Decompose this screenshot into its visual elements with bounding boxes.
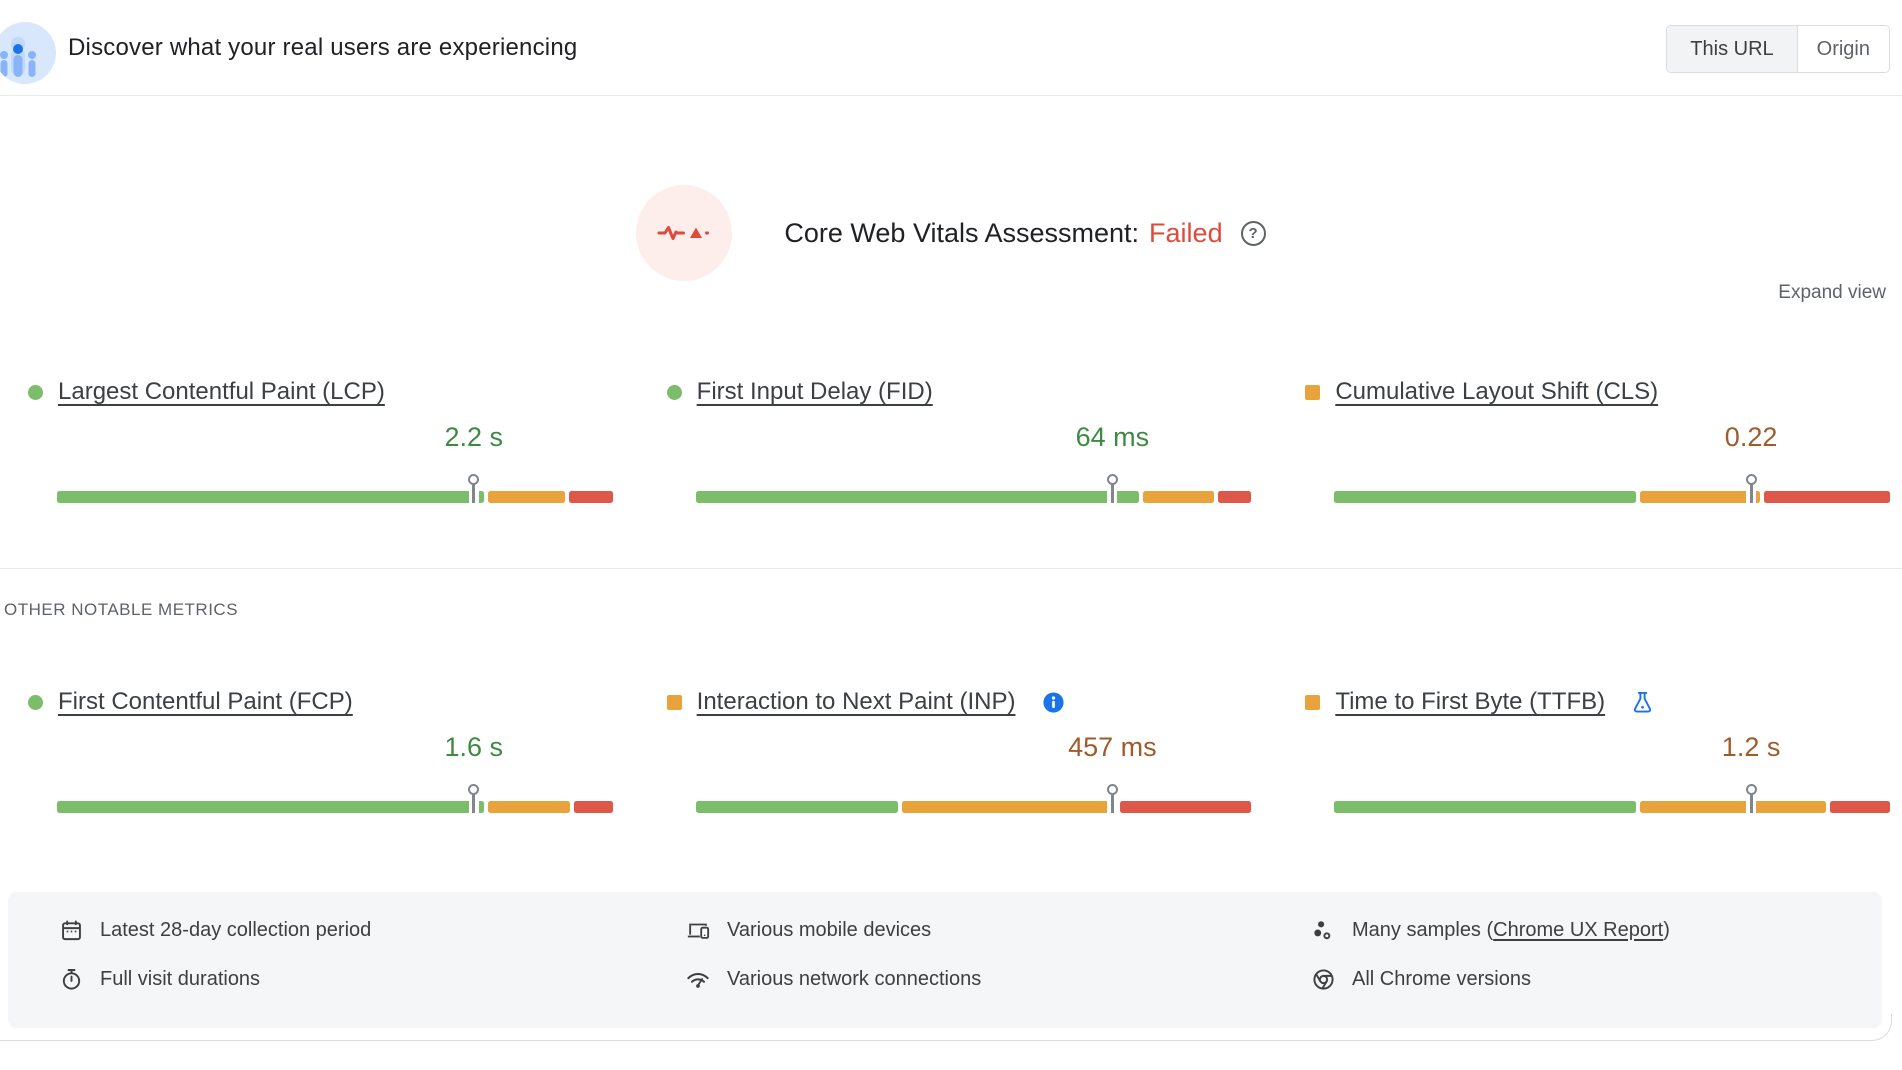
url-origin-toggle: This URL Origin — [1666, 25, 1890, 73]
stopwatch-icon — [62, 969, 81, 990]
bar-segment-g — [695, 491, 1140, 503]
inp-rating-bullet — [666, 694, 682, 710]
bar-segment-p — [1764, 491, 1890, 503]
metric-fcp: First Contentful Paint (FCP) 1.6 s — [28, 688, 613, 838]
metric-ttfb: Time to First Byte (TTFB) 1.2 s — [1305, 688, 1890, 838]
other-metrics-heading: OTHER NOTABLE METRICS — [4, 600, 239, 619]
data-source-footnotes: Latest 28-day collection period Various … — [8, 892, 1882, 1028]
samples-icon — [1314, 921, 1331, 940]
ttfb-rating-bullet — [1305, 694, 1321, 710]
note-text: Full visit durations — [100, 968, 261, 990]
expand-view-link[interactable]: Expand view — [1778, 282, 1886, 303]
chrome-ux-report-link[interactable]: Chrome UX Report — [1493, 919, 1664, 941]
bar-segment-g — [1334, 491, 1636, 503]
fid-distribution-bar — [695, 474, 1252, 503]
core-metrics-grid: Largest Contentful Paint (LCP) 2.2 s Fir… — [28, 378, 1890, 528]
note-samples: Many samples (Chrome UX Report) — [1312, 919, 1882, 942]
metric-cls: Cumulative Layout Shift (CLS) 0.22 — [1305, 378, 1890, 528]
metric-fid: First Input Delay (FID) 64 ms — [666, 378, 1252, 528]
cls-link[interactable]: Cumulative Layout Shift (CLS) — [1335, 378, 1659, 405]
bar-segment-n — [1639, 491, 1761, 503]
flask-icon[interactable] — [1632, 691, 1653, 714]
bar-segment-p — [1829, 801, 1890, 813]
note-devices: Various mobile devices — [686, 919, 1256, 942]
bar-segment-n — [488, 801, 571, 813]
bar-segment-p — [1218, 491, 1252, 503]
inp-value: 457 ms — [1068, 732, 1157, 762]
assessment-status: Failed — [1149, 217, 1223, 248]
fcp-link[interactable]: First Contentful Paint (FCP) — [58, 688, 353, 715]
bar-segment-g — [57, 801, 485, 813]
fcp-value: 1.6 s — [444, 732, 504, 762]
inp-link[interactable]: Interaction to Next Paint (INP) — [696, 688, 1016, 715]
bar-segment-p — [568, 491, 613, 503]
lcp-link[interactable]: Largest Contentful Paint (LCP) — [58, 378, 385, 405]
toggle-this-url[interactable]: This URL — [1667, 26, 1798, 72]
lcp-value: 2.2 s — [444, 422, 504, 452]
bar-segment-n — [902, 801, 1116, 813]
card-bottom-edge — [0, 1014, 1892, 1041]
header-divider — [0, 95, 1902, 96]
section-divider — [0, 568, 1902, 569]
note-text: Latest 28-day collection period — [100, 919, 372, 941]
bar-segment-n — [1639, 801, 1826, 813]
panel-header: Discover what your real users are experi… — [0, 0, 1902, 96]
note-text: Various network connections — [727, 968, 982, 990]
ttfb-distribution-bar — [1334, 784, 1890, 813]
page-title: Discover what your real users are experi… — [68, 34, 578, 61]
bar-segment-g — [57, 491, 485, 503]
note-text: Various mobile devices — [727, 919, 932, 941]
inp-distribution-bar — [695, 784, 1252, 813]
note-text: All Chrome versions — [1352, 968, 1531, 990]
info-icon[interactable] — [1042, 691, 1065, 714]
cls-distribution-bar — [1334, 474, 1890, 503]
field-data-icon — [0, 22, 56, 84]
fid-rating-bullet — [666, 384, 682, 400]
toggle-origin[interactable]: Origin — [1797, 26, 1889, 72]
fcp-distribution-bar — [57, 784, 613, 813]
cwv-assessment: Core Web Vitals Assessment: Failed ? — [0, 184, 1902, 282]
metric-lcp: Largest Contentful Paint (LCP) 2.2 s — [28, 378, 613, 528]
samples-prefix: Many samples ( — [1352, 919, 1494, 941]
note-text: Many samples (Chrome UX Report) — [1352, 919, 1670, 942]
calendar-icon — [62, 920, 81, 941]
note-collection-period: Latest 28-day collection period — [60, 919, 630, 942]
bar-segment-p — [1119, 801, 1252, 813]
help-icon[interactable]: ? — [1240, 220, 1266, 246]
devices-icon — [687, 923, 710, 939]
fid-value: 64 ms — [1075, 422, 1150, 452]
network-icon — [687, 972, 709, 988]
ttfb-link[interactable]: Time to First Byte (TTFB) — [1335, 688, 1606, 715]
cls-value: 0.22 — [1724, 422, 1778, 452]
samples-suffix: ) — [1663, 919, 1670, 941]
bar-segment-n — [488, 491, 565, 503]
bar-segment-g — [1334, 801, 1636, 813]
assessment-heading: Core Web Vitals Assessment: Failed ? — [784, 217, 1266, 249]
metric-inp: Interaction to Next Paint (INP) 457 ms — [666, 688, 1252, 838]
chrome-icon — [1313, 969, 1334, 990]
assessment-label: Core Web Vitals Assessment: — [784, 217, 1140, 248]
ttfb-value: 1.2 s — [1721, 732, 1781, 762]
fcp-rating-bullet — [28, 694, 43, 710]
bar-segment-g — [695, 801, 899, 813]
note-network: Various network connections — [686, 968, 1256, 991]
note-visit-durations: Full visit durations — [60, 968, 630, 991]
other-metrics-grid: First Contentful Paint (FCP) 1.6 s Inter… — [28, 688, 1890, 838]
bar-segment-n — [1143, 491, 1215, 503]
fid-link[interactable]: First Input Delay (FID) — [696, 378, 933, 405]
note-chrome-versions: All Chrome versions — [1312, 968, 1882, 991]
lcp-rating-bullet — [28, 384, 43, 400]
lcp-distribution-bar — [57, 474, 613, 503]
cwv-pulse-icon — [636, 185, 733, 281]
cls-rating-bullet — [1305, 384, 1321, 400]
bar-segment-p — [574, 801, 613, 813]
